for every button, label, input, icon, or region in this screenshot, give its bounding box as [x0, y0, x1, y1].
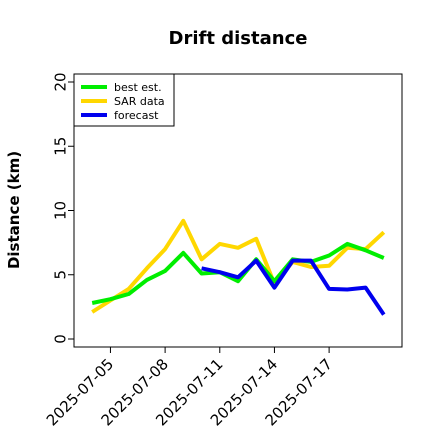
y-tick-label: 20: [51, 72, 69, 91]
x-axis: 2025-07-052025-07-082025-07-112025-07-14…: [43, 347, 336, 429]
y-tick-label: 5: [51, 270, 69, 280]
y-axis-label: Distance (km): [5, 151, 23, 269]
y-axis: 0 5 10 15 20: [51, 72, 74, 344]
series-line-forecast: [201, 258, 386, 316]
y-tick-label: 15: [51, 137, 69, 156]
y-tick-label: 0: [51, 334, 69, 344]
legend-label: forecast: [114, 109, 159, 122]
series-line-sar-data: [91, 218, 386, 314]
legend-label: SAR data: [114, 95, 165, 108]
chart-title: Drift distance: [169, 28, 308, 49]
legend-label: best est.: [114, 81, 162, 94]
legend-box: [73, 73, 175, 127]
series-line-best-est: [91, 241, 385, 305]
series-layer: [91, 218, 386, 316]
y-tick-label: 10: [51, 201, 69, 220]
